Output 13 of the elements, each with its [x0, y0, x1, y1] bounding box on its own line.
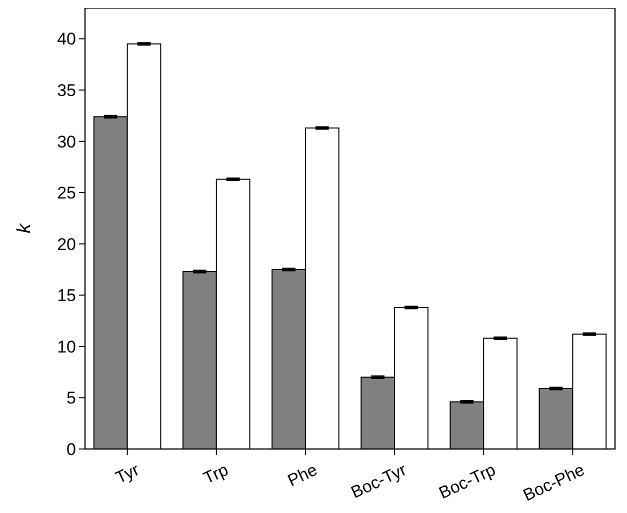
y-tick-label: 0: [66, 440, 76, 459]
y-tick-label: 15: [57, 286, 76, 306]
x-tick-label: Trp: [200, 460, 232, 488]
x-tick-label: Tyr: [112, 460, 142, 488]
x-tick-label: Phe: [284, 460, 320, 490]
y-axis-title: k: [14, 222, 35, 234]
y-tick-label: 30: [57, 132, 76, 152]
y-tick-label: 25: [57, 184, 76, 203]
y-tick-label: 40: [57, 30, 76, 49]
y-tick-label: 35: [57, 80, 76, 100]
y-tick-label: 5: [66, 388, 76, 408]
y-tick-label: 20: [57, 234, 76, 254]
y-tick-label: 10: [57, 337, 76, 356]
